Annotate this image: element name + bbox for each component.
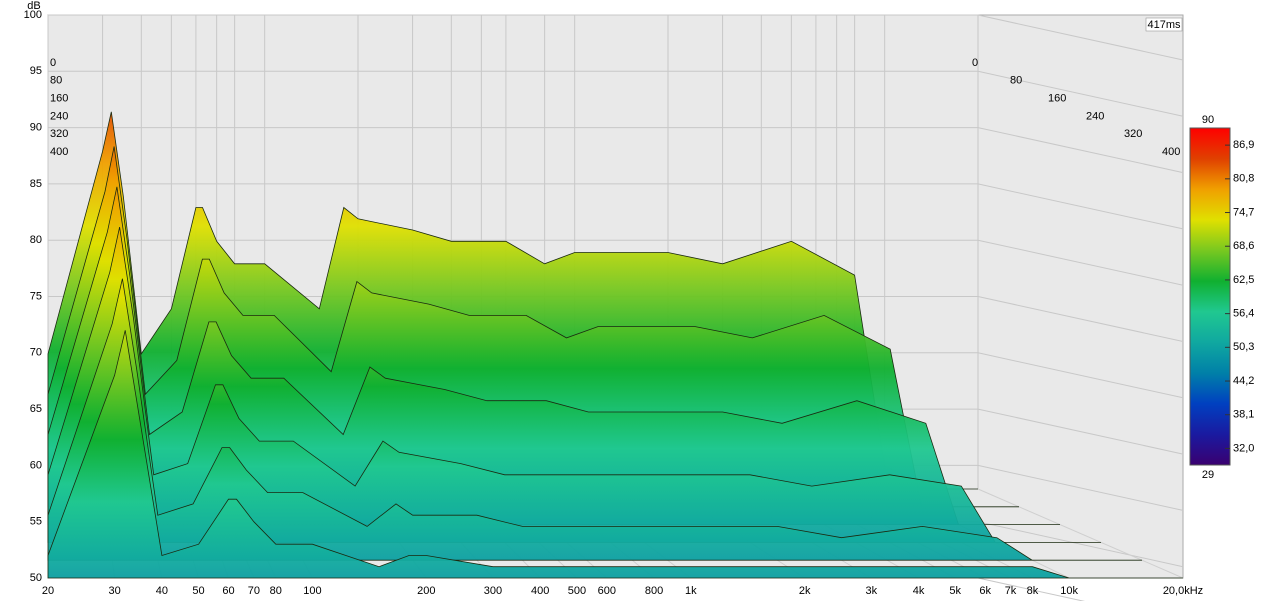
x-tick-label: 80 bbox=[270, 585, 282, 597]
y-tick-label: 85 bbox=[30, 178, 42, 190]
time-tick-label: 400 bbox=[1162, 146, 1180, 158]
colorbar bbox=[1189, 127, 1231, 466]
x-tick-label: 400 bbox=[531, 585, 549, 597]
colorbar-tick-label: 44,2 bbox=[1233, 375, 1254, 387]
y-tick-label: 70 bbox=[30, 347, 42, 359]
y-axis-label: dB bbox=[27, 0, 40, 12]
colorbar-tick-label: 62,5 bbox=[1233, 274, 1254, 286]
x-tick-label: 10k bbox=[1060, 585, 1078, 597]
colorbar-min: 29 bbox=[1202, 469, 1214, 481]
colorbar-tick-label: 68,6 bbox=[1233, 240, 1254, 252]
x-tick-label: 50 bbox=[192, 585, 204, 597]
colorbar-tick-label: 50,3 bbox=[1233, 341, 1254, 353]
y-tick-label: 90 bbox=[30, 122, 42, 134]
time-tick-label: 160 bbox=[50, 93, 68, 105]
time-label: 417ms bbox=[1147, 19, 1181, 31]
x-tick-label: 3k bbox=[865, 585, 877, 597]
y-tick-label: 80 bbox=[30, 234, 42, 246]
colorbar-tick-label: 74,7 bbox=[1233, 206, 1254, 218]
x-tick-label: 500 bbox=[568, 585, 586, 597]
colorbar-tick-label: 80,8 bbox=[1233, 173, 1254, 185]
colorbar-tick-label: 56,4 bbox=[1233, 308, 1254, 320]
x-tick-label: 6k bbox=[979, 585, 991, 597]
x-tick-label: 200 bbox=[417, 585, 435, 597]
waterfall-slice bbox=[47, 186, 1060, 525]
y-tick-label: 95 bbox=[30, 65, 42, 77]
colorbar-tick-label: 86,9 bbox=[1233, 139, 1254, 151]
x-tick-label: 30 bbox=[108, 585, 120, 597]
time-tick-label: 0 bbox=[50, 57, 56, 69]
time-label-box bbox=[1145, 17, 1183, 32]
x-tick-label: 100 bbox=[303, 585, 321, 597]
x-tick-label: 40 bbox=[156, 585, 168, 597]
time-tick-label: 320 bbox=[1124, 128, 1142, 140]
x-tick-label: 20,0kHz bbox=[1163, 585, 1203, 597]
x-tick-label: 20 bbox=[42, 585, 54, 597]
time-tick-label: 80 bbox=[1010, 75, 1022, 87]
time-tick-label: 400 bbox=[50, 146, 68, 158]
x-tick-label: 5k bbox=[949, 585, 961, 597]
colorbar-tick-label: 32,0 bbox=[1233, 442, 1254, 454]
x-tick-label: 4k bbox=[913, 585, 925, 597]
colorbar-tick-label: 38,1 bbox=[1233, 409, 1254, 421]
time-tick-label: 160 bbox=[1048, 93, 1066, 105]
x-tick-label: 8k bbox=[1027, 585, 1039, 597]
y-tick-label: 75 bbox=[30, 290, 42, 302]
x-tick-label: 7k bbox=[1005, 585, 1017, 597]
waterfall-slice bbox=[47, 227, 1101, 543]
time-tick-label: 240 bbox=[1086, 110, 1104, 122]
x-tick-label: 70 bbox=[248, 585, 260, 597]
x-tick-label: 300 bbox=[484, 585, 502, 597]
y-tick-label: 50 bbox=[30, 572, 42, 584]
time-tick-label: 240 bbox=[50, 110, 68, 122]
waterfall-slice bbox=[47, 330, 1183, 579]
time-tick-label: 0 bbox=[972, 57, 978, 69]
time-tick-label: 80 bbox=[50, 75, 62, 87]
y-tick-label: 55 bbox=[30, 516, 42, 528]
x-tick-label: 1k bbox=[685, 585, 697, 597]
x-tick-label: 800 bbox=[645, 585, 663, 597]
y-tick-label: 100 bbox=[24, 9, 42, 21]
time-tick-label: 320 bbox=[50, 128, 68, 140]
y-tick-label: 65 bbox=[30, 403, 42, 415]
x-tick-label: 600 bbox=[598, 585, 616, 597]
colorbar-max: 90 bbox=[1202, 114, 1214, 126]
x-tick-label: 60 bbox=[222, 585, 234, 597]
y-tick-label: 60 bbox=[30, 459, 42, 471]
x-tick-label: 2k bbox=[799, 585, 811, 597]
